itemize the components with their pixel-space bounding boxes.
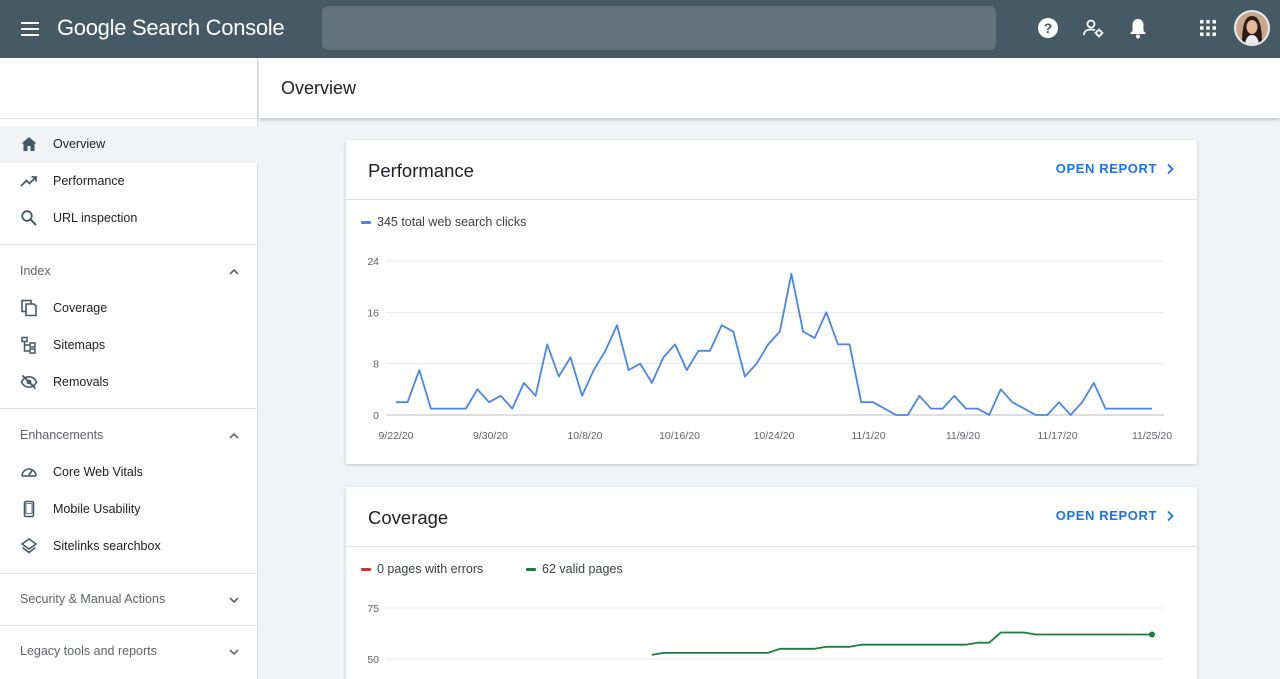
visibility-off-icon xyxy=(20,374,38,390)
sidebar-item-url-inspection[interactable]: URL inspection xyxy=(0,200,258,237)
sidebar-item-removals[interactable]: Removals xyxy=(0,364,258,401)
home-icon xyxy=(21,137,37,151)
trending-up-icon xyxy=(20,176,37,187)
chart-legend-errors: 0 pages with errors xyxy=(361,562,483,576)
search-input[interactable] xyxy=(322,6,996,50)
sidebar-item-label: Performance xyxy=(53,174,125,188)
performance-chart: 0 8 16 24 9/22/20 9/30/20 10/8/20 10/16/20 10/24… xyxy=(367,256,1172,442)
sidebar-divider xyxy=(0,625,258,626)
section-label: Legacy tools and reports xyxy=(20,644,157,658)
x-tick-label: 10/8/20 xyxy=(567,430,602,442)
series-end-point xyxy=(1149,631,1155,638)
legend-swatch xyxy=(361,220,371,224)
smartphone-icon xyxy=(23,500,35,518)
x-tick-label: 11/17/20 xyxy=(1037,430,1077,442)
sidebar-item-overview[interactable]: Overview xyxy=(0,126,258,163)
x-tick-label: 9/30/20 xyxy=(473,430,508,442)
coverage-card: Coverage OPEN REPORT 0 pages with errors… xyxy=(346,487,1197,679)
speedometer-icon xyxy=(21,468,37,477)
manage-users-icon[interactable] xyxy=(1081,16,1105,40)
performance-card: Performance OPEN REPORT 345 total web se… xyxy=(346,140,1197,464)
open-report-link[interactable]: OPEN REPORT xyxy=(1056,508,1175,523)
chevron-up-icon xyxy=(229,432,239,439)
section-label: Index xyxy=(20,264,51,278)
sidebar-item-label: Mobile Usability xyxy=(53,502,141,516)
sidebar-item-performance[interactable]: Performance xyxy=(0,163,258,200)
x-tick-label: 11/25/20 xyxy=(1132,430,1172,442)
open-report-label: OPEN REPORT xyxy=(1055,161,1157,176)
chevron-down-icon xyxy=(229,597,239,604)
sidebar: Overview Performance URL inspection Inde… xyxy=(0,58,258,679)
apps-grid-icon[interactable] xyxy=(1196,16,1220,40)
open-report-label: OPEN REPORT xyxy=(1055,508,1157,523)
y-tick-label: 24 xyxy=(367,256,379,268)
series-line xyxy=(396,272,1152,416)
file-copy-icon xyxy=(21,299,37,317)
chevron-right-icon xyxy=(1167,510,1174,521)
section-label: Enhancements xyxy=(20,428,104,442)
sitemap-icon xyxy=(21,336,36,354)
sidebar-item-label: Core Web Vitals xyxy=(53,465,143,479)
sidebar-section-security[interactable]: Security & Manual Actions xyxy=(0,581,258,617)
y-tick-label: 16 xyxy=(367,307,379,319)
y-tick-label: 8 xyxy=(373,359,379,371)
sidebar-item-label: URL inspection xyxy=(53,211,138,225)
x-tick-label: 10/24/20 xyxy=(754,430,795,442)
x-tick-label: 11/9/20 xyxy=(946,430,980,442)
y-tick-label: 50 xyxy=(367,654,379,666)
valid-series-line xyxy=(651,631,1152,656)
app-brand-logo[interactable]: Google Search Console xyxy=(57,15,285,40)
section-label: Security & Manual Actions xyxy=(20,592,166,606)
chevron-right-icon xyxy=(1167,163,1174,174)
layers-icon xyxy=(20,538,38,554)
sidebar-item-mobile-usability[interactable]: Mobile Usability xyxy=(0,491,258,528)
y-tick-label: 75 xyxy=(367,603,379,615)
legend-swatch xyxy=(526,567,536,571)
page-title: Overview xyxy=(281,78,357,98)
avatar-portrait-icon xyxy=(1236,12,1268,44)
legend-label: 345 total web search clicks xyxy=(377,215,527,229)
sidebar-item-label: Removals xyxy=(53,375,109,389)
card-title: Coverage xyxy=(368,507,449,528)
sidebar-item-coverage[interactable]: Coverage xyxy=(0,290,258,327)
card-title: Performance xyxy=(368,160,474,181)
chevron-down-icon xyxy=(229,649,239,656)
user-avatar[interactable] xyxy=(1234,10,1270,46)
card-divider xyxy=(346,199,1197,200)
sidebar-item-sitelinks-searchbox[interactable]: Sitelinks searchbox xyxy=(0,528,258,565)
sidebar-item-label: Overview xyxy=(53,137,106,151)
chart-legend: 345 total web search clicks xyxy=(361,215,526,229)
x-tick-label: 10/16/20 xyxy=(659,430,700,442)
legend-label: 0 pages with errors xyxy=(377,562,484,576)
coverage-chart: 50 75 xyxy=(367,603,1164,666)
chevron-up-icon xyxy=(229,268,239,275)
top-app-bar: Google Search Console ? xyxy=(0,0,1280,58)
x-tick-label: 11/1/20 xyxy=(851,430,885,442)
sidebar-divider xyxy=(0,408,258,409)
sidebar-item-sitemaps[interactable]: Sitemaps xyxy=(0,327,258,364)
y-tick-label: 0 xyxy=(373,410,379,422)
chart-legend-valid: 62 valid pages xyxy=(526,562,623,576)
menu-icon[interactable] xyxy=(20,18,42,40)
legend-swatch xyxy=(361,567,371,571)
search-icon xyxy=(21,210,37,226)
sidebar-section-enhancements[interactable]: Enhancements xyxy=(0,417,258,453)
legend-label: 62 valid pages xyxy=(542,562,623,576)
x-tick-label: 9/22/20 xyxy=(378,430,413,442)
sidebar-divider xyxy=(0,118,258,119)
notifications-icon[interactable] xyxy=(1126,16,1150,40)
open-report-link[interactable]: OPEN REPORT xyxy=(1056,161,1175,176)
sidebar-item-label: Coverage xyxy=(53,301,108,315)
sidebar-section-index[interactable]: Index xyxy=(0,253,258,289)
card-divider xyxy=(346,546,1197,547)
help-icon[interactable]: ? xyxy=(1036,16,1060,40)
sidebar-section-legacy[interactable]: Legacy tools and reports xyxy=(0,633,258,669)
sidebar-item-label: Sitemaps xyxy=(53,338,106,352)
svg-text:?: ? xyxy=(1044,20,1053,36)
sidebar-item-core-web-vitals[interactable]: Core Web Vitals xyxy=(0,454,258,491)
sidebar-divider xyxy=(0,573,258,574)
page-header: Overview xyxy=(259,58,1280,118)
sidebar-item-label: Sitelinks searchbox xyxy=(53,539,161,553)
sidebar-divider xyxy=(0,244,258,245)
